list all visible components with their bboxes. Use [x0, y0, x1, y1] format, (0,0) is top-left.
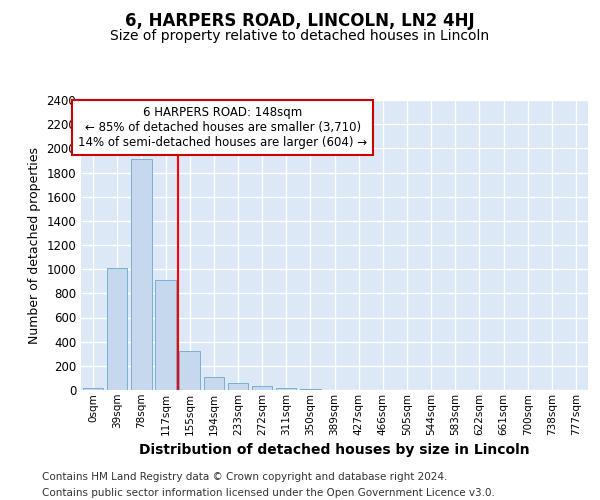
- Bar: [131, 159, 152, 390]
- Text: Contains public sector information licensed under the Open Government Licence v3: Contains public sector information licen…: [42, 488, 495, 498]
- Y-axis label: Number of detached properties: Number of detached properties: [28, 146, 41, 344]
- Text: Contains HM Land Registry data © Crown copyright and database right 2024.: Contains HM Land Registry data © Crown c…: [42, 472, 448, 482]
- Text: 6 HARPERS ROAD: 148sqm
← 85% of detached houses are smaller (3,710)
14% of semi-: 6 HARPERS ROAD: 148sqm ← 85% of detached…: [79, 106, 368, 149]
- X-axis label: Distribution of detached houses by size in Lincoln: Distribution of detached houses by size …: [139, 443, 530, 457]
- Bar: [83, 388, 103, 390]
- Bar: [155, 280, 176, 390]
- Bar: [252, 386, 272, 390]
- Text: Size of property relative to detached houses in Lincoln: Size of property relative to detached ho…: [110, 29, 490, 43]
- Bar: [227, 384, 248, 390]
- Bar: [179, 350, 200, 390]
- Bar: [107, 268, 127, 390]
- Bar: [276, 388, 296, 390]
- Bar: [203, 376, 224, 390]
- Bar: [300, 389, 320, 390]
- Text: 6, HARPERS ROAD, LINCOLN, LN2 4HJ: 6, HARPERS ROAD, LINCOLN, LN2 4HJ: [125, 12, 475, 30]
